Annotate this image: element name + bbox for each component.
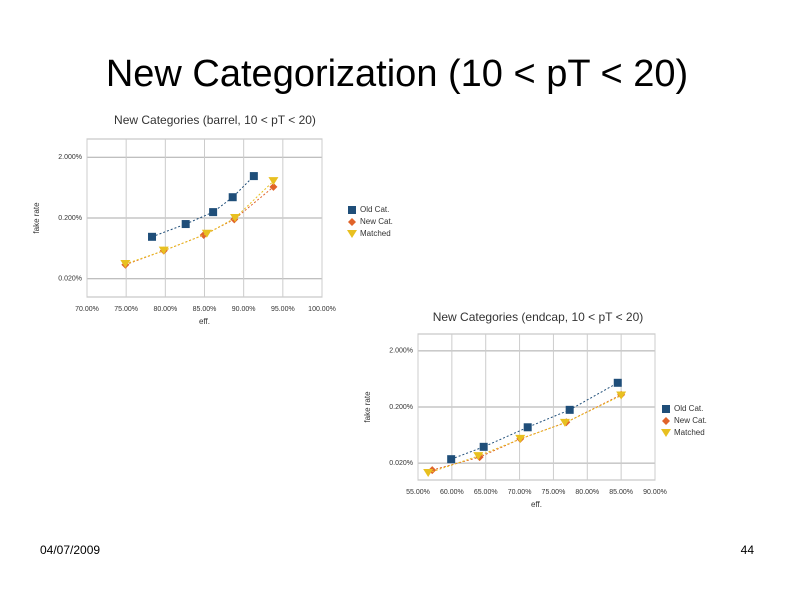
y-tick-label: 2.000% [58,154,82,161]
legend-marker [661,429,671,437]
legend-label: New Cat. [674,416,707,425]
x-tick-label: 75.00% [542,489,566,496]
legend-label: Matched [360,229,391,238]
y-tick-label: 0.200% [389,404,413,411]
x-axis-label: eff. [531,500,542,509]
point [209,208,218,217]
point [479,442,488,451]
chart-title: New Categories (endcap, 10 < pT < 20) [433,310,644,324]
x-tick-label: 70.00% [508,489,532,496]
point [616,391,627,400]
x-tick-label: 75.00% [114,306,138,313]
point [230,214,241,222]
legend-label: Old Cat. [360,205,389,214]
x-tick-label: 90.00% [232,306,256,313]
x-tick-label: 95.00% [271,306,295,313]
x-tick-label: 90.00% [643,489,667,496]
x-axis-label: eff. [199,317,210,326]
slide-date: 04/07/2009 [40,543,100,557]
point [181,220,190,229]
legend-marker [348,206,356,214]
point [249,172,258,181]
point [268,177,279,186]
point [613,378,622,387]
point [565,405,574,414]
y-tick-label: 0.020% [58,276,82,283]
x-tick-label: 60.00% [440,489,464,496]
slide-title: New Categorization (10 < pT < 20) [106,53,688,95]
page-number: 44 [741,543,755,557]
legend-marker [662,417,670,425]
point [269,182,278,191]
x-tick-label: 65.00% [474,489,498,496]
point [228,193,237,202]
legend-label: Matched [674,428,705,437]
point [447,455,456,464]
point [120,259,131,268]
x-tick-label: 70.00% [75,306,99,313]
point [148,232,157,241]
legend-marker [348,218,356,226]
point [515,434,526,443]
legend-label: Old Cat. [674,404,703,413]
y-axis-label: fake rate [32,202,41,234]
legend-marker [662,405,670,413]
y-tick-label: 0.020% [389,460,413,467]
x-tick-label: 85.00% [193,306,217,313]
legend-label: New Cat. [360,217,393,226]
legend-marker [347,230,357,238]
point [423,469,434,478]
x-tick-label: 85.00% [609,489,633,496]
point [158,246,169,255]
x-tick-label: 80.00% [153,306,177,313]
chart-title: New Categories (barrel, 10 < pT < 20) [114,113,316,127]
y-tick-label: 0.200% [58,215,82,222]
point [473,452,484,461]
x-tick-label: 80.00% [575,489,599,496]
point [201,229,212,238]
y-axis-label: fake rate [363,391,372,423]
x-tick-label: 55.00% [406,489,430,496]
x-tick-label: 100.00% [308,306,336,313]
trend-line [125,180,274,265]
point [559,418,570,427]
y-tick-label: 2.000% [389,348,413,355]
point [523,423,532,432]
